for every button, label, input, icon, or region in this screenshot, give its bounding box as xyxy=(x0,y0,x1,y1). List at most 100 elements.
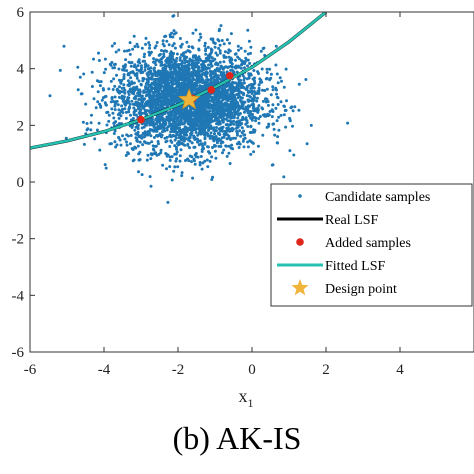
candidate-sample-point xyxy=(127,93,131,96)
candidate-sample-point xyxy=(159,135,163,139)
candidate-sample-point xyxy=(217,94,221,98)
added-sample-point xyxy=(226,71,234,80)
candidate-sample-point xyxy=(161,67,165,70)
candidate-sample-point xyxy=(210,96,213,100)
candidate-sample-point xyxy=(134,100,138,104)
candidate-sample-point xyxy=(217,69,221,73)
candidate-sample-point xyxy=(213,41,217,45)
candidate-sample-point xyxy=(238,129,242,133)
candidate-sample-point xyxy=(214,117,218,120)
candidate-sample-point xyxy=(98,102,102,106)
candidate-sample-point xyxy=(166,153,170,157)
candidate-sample-point xyxy=(64,136,68,140)
candidate-sample-point xyxy=(223,112,227,116)
candidate-sample-point xyxy=(229,68,233,72)
candidate-sample-point xyxy=(128,142,132,146)
added-sample-point xyxy=(207,86,216,94)
candidate-sample-point xyxy=(282,175,286,179)
candidate-sample-point xyxy=(172,29,176,33)
candidate-sample-point xyxy=(210,119,214,123)
candidate-sample-point xyxy=(174,120,177,124)
candidate-sample-point xyxy=(198,88,202,92)
candidate-sample-point xyxy=(246,98,250,102)
candidate-sample-point xyxy=(186,83,190,87)
candidate-sample-point xyxy=(203,106,207,110)
candidate-sample-point xyxy=(231,100,235,104)
candidate-sample-point xyxy=(110,44,114,48)
candidate-sample-point xyxy=(176,108,180,112)
candidate-sample-point xyxy=(168,95,172,99)
candidate-sample-point xyxy=(146,153,150,157)
candidate-sample-point xyxy=(168,122,172,126)
candidate-sample-point xyxy=(147,84,151,88)
candidate-sample-point xyxy=(285,99,288,103)
candidate-sample-point xyxy=(104,67,108,71)
candidate-sample-point xyxy=(203,131,207,135)
candidate-sample-point xyxy=(183,61,187,65)
candidate-sample-point xyxy=(226,99,230,103)
candidate-sample-point xyxy=(150,140,154,144)
candidate-sample-point xyxy=(219,126,223,130)
candidate-sample-point xyxy=(159,148,163,152)
candidate-sample-point xyxy=(203,101,207,105)
candidate-sample-point xyxy=(140,126,144,130)
candidate-sample-point xyxy=(144,62,148,66)
candidate-sample-point xyxy=(242,81,246,85)
candidate-sample-point xyxy=(99,105,103,109)
candidate-sample-point xyxy=(246,125,250,128)
candidate-sample-point xyxy=(182,137,186,141)
candidate-sample-point xyxy=(246,90,250,94)
candidate-samples xyxy=(48,14,350,204)
candidate-sample-point xyxy=(165,39,169,43)
candidate-sample-point xyxy=(215,91,219,95)
candidate-sample-point xyxy=(220,136,224,140)
candidate-sample-point xyxy=(282,104,286,108)
candidate-sample-point xyxy=(171,75,175,78)
candidate-sample-point xyxy=(192,157,196,161)
candidate-sample-point xyxy=(200,167,204,171)
legend-item: Candidate samples xyxy=(298,190,430,205)
candidate-sample-point xyxy=(194,58,198,62)
candidate-sample-point xyxy=(178,159,182,163)
candidate-sample-point xyxy=(193,138,197,141)
candidate-sample-point xyxy=(150,153,154,157)
x-tick-label: -2 xyxy=(172,362,185,378)
candidate-sample-point xyxy=(209,47,213,51)
candidate-sample-point xyxy=(271,88,275,92)
candidate-sample-point xyxy=(190,111,194,115)
candidate-sample-point xyxy=(203,124,206,128)
candidate-sample-point xyxy=(118,138,122,142)
candidate-sample-point xyxy=(149,108,153,112)
candidate-sample-point xyxy=(132,158,136,162)
candidate-sample-point xyxy=(112,121,116,125)
candidate-sample-point xyxy=(190,59,194,63)
candidate-sample-point xyxy=(186,114,190,118)
candidate-sample-point xyxy=(229,116,233,120)
candidate-sample-point xyxy=(185,78,189,82)
candidate-sample-point xyxy=(178,131,182,134)
candidate-sample-point xyxy=(154,83,158,87)
candidate-sample-point xyxy=(209,83,213,87)
candidate-sample-point xyxy=(130,91,134,95)
candidate-sample-point xyxy=(137,111,141,115)
candidate-sample-point xyxy=(177,120,181,124)
candidate-sample-point xyxy=(132,34,136,38)
candidate-sample-point xyxy=(140,46,144,50)
candidate-sample-point xyxy=(114,50,118,54)
candidate-sample-point xyxy=(223,101,227,105)
candidate-sample-point xyxy=(222,42,226,46)
candidate-sample-point xyxy=(154,151,158,155)
candidate-sample-point xyxy=(230,81,234,85)
candidate-sample-point xyxy=(276,96,280,100)
candidate-sample-point xyxy=(190,45,194,49)
candidate-sample-point xyxy=(202,97,206,101)
candidate-sample-point xyxy=(148,110,152,114)
candidate-sample-point xyxy=(99,80,103,84)
candidate-sample-point xyxy=(249,110,253,113)
candidate-sample-point xyxy=(210,64,214,68)
candidate-sample-point xyxy=(132,89,136,93)
candidate-sample-point xyxy=(206,118,210,121)
candidate-sample-point xyxy=(201,59,205,63)
candidate-sample-point xyxy=(205,80,209,84)
candidate-sample-point xyxy=(78,75,82,79)
